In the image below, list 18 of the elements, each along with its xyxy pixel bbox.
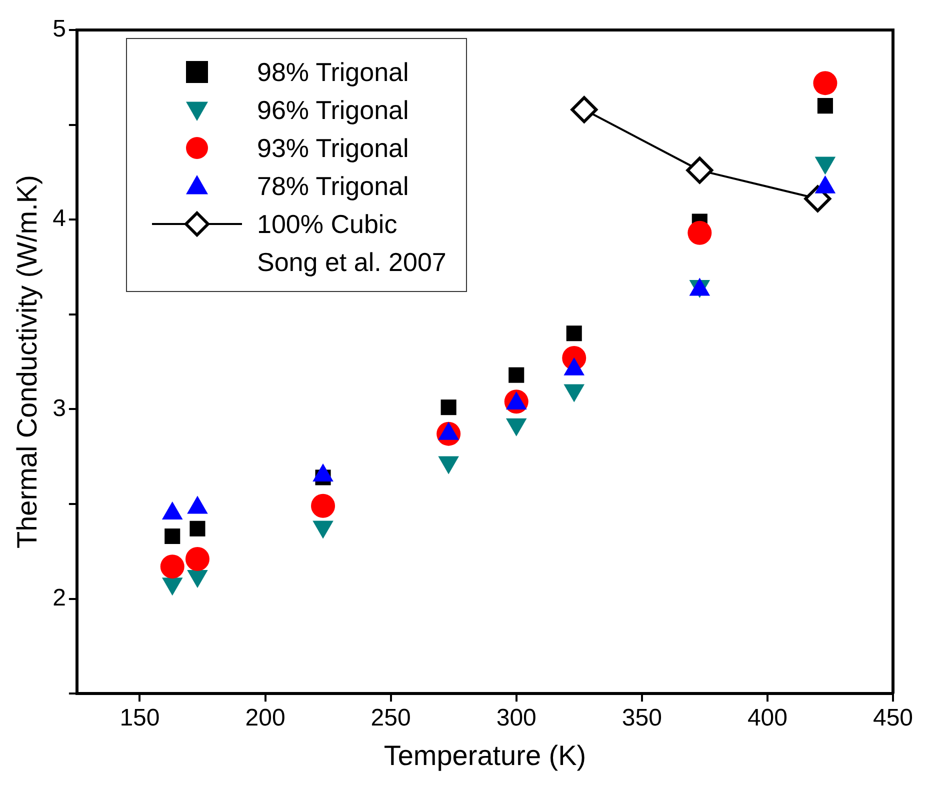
- x-tick-label: 450: [872, 704, 914, 732]
- x-tick-label: 350: [622, 704, 662, 732]
- legend-label: 98% Trigonal: [257, 56, 409, 89]
- x-tick-label: 250: [370, 704, 411, 732]
- y-tick-label: 5: [52, 16, 66, 43]
- legend-label: 100% Cubic Song et al. 2007: [257, 208, 446, 279]
- y-tick-label: 2: [52, 584, 66, 612]
- legend-label: 96% Trigonal: [257, 94, 409, 127]
- y-tick-label: 4: [52, 205, 66, 232]
- x-tick-label: 300: [496, 704, 536, 732]
- y-tick-label: 3: [52, 394, 66, 422]
- legend-label: 78% Trigonal: [257, 170, 409, 203]
- x-tick-label: 400: [747, 704, 788, 732]
- y-axis-title: Thermal Conductivity (W/m.K): [12, 175, 43, 549]
- x-tick-label: 200: [245, 704, 286, 732]
- x-axis-title: Temperature (K): [384, 740, 586, 771]
- x-tick-label: 150: [120, 704, 160, 732]
- legend-label: 93% Trigonal: [257, 132, 409, 165]
